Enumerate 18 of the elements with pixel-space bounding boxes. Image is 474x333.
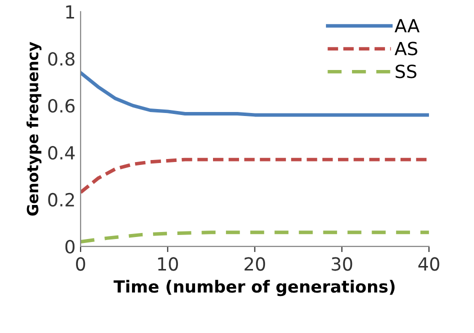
- x-tick-label: 30: [332, 257, 352, 271]
- x-tick-label: 20: [244, 257, 266, 271]
- legend-label: SS: [396, 64, 416, 78]
- y-tick-label: 0.2: [48, 192, 74, 207]
- line-series: [80, 158, 429, 194]
- x-tick-label: 0: [76, 257, 86, 271]
- x-tick-label: 10: [158, 257, 178, 271]
- legend-label: AA: [394, 19, 420, 32]
- line-series: [80, 230, 429, 244]
- y-tick-label: 0: [65, 240, 75, 254]
- y-tick-label: 0.4: [48, 146, 75, 160]
- y-axis-title: Genotype frequency: [26, 42, 42, 216]
- y-tick-label: 1: [66, 5, 74, 19]
- legend-label: AS: [394, 42, 418, 56]
- x-axis-title: Time (number of generations): [114, 280, 395, 296]
- x-tick-label: 40: [418, 257, 440, 271]
- y-tick-label: 0.8: [48, 52, 74, 66]
- y-tick-label: 0.6: [48, 99, 75, 113]
